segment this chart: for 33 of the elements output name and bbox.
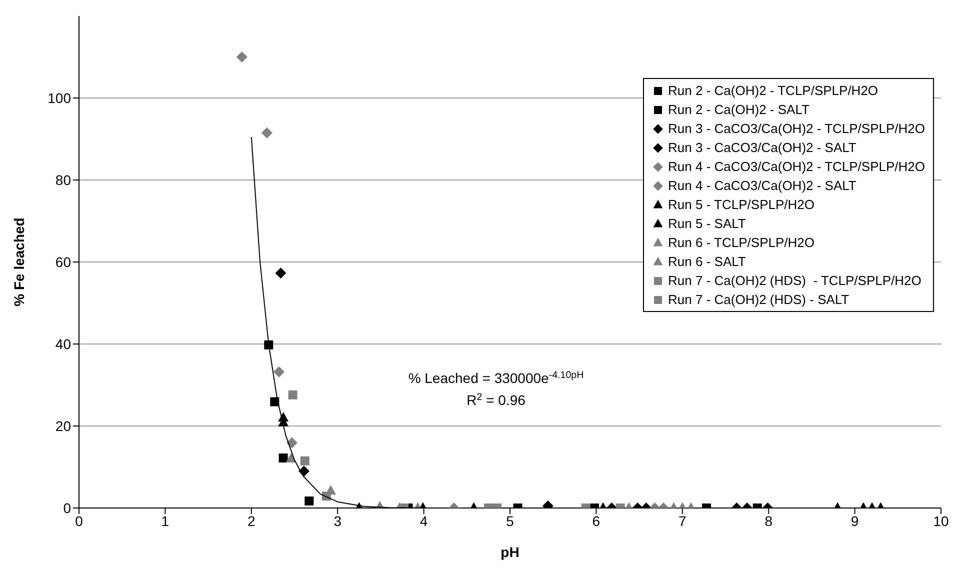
- legend-label: Run 2 - Ca(OH)2 - SALT: [668, 102, 810, 117]
- x-tick-label: 9: [850, 512, 859, 529]
- y-axis-title: % Fe leached: [10, 218, 27, 306]
- x-tick-label: 4: [420, 512, 428, 529]
- legend-label: Run 2 - Ca(OH)2 - TCLP/SPLP/H2O: [668, 83, 878, 98]
- annotation: R$^{2}$ = 0.96: [466, 392, 526, 408]
- x-tick-label: 6: [592, 512, 600, 529]
- legend-label: Run 6 - TCLP/SPLP/H2O: [668, 235, 814, 250]
- y-tick-label: 40: [55, 336, 72, 352]
- x-tick-label: 3: [334, 512, 342, 529]
- legend-label: Run 6 - SALT: [668, 254, 746, 269]
- y-tick-label: 20: [55, 418, 72, 434]
- x-tick-label: 2: [248, 512, 256, 529]
- legend-label: Run 7 - Ca(OH)2 (HDS) - SALT: [668, 292, 850, 307]
- x-tick-label: 7: [678, 512, 686, 529]
- legend-label: Run 7 - Ca(OH)2 (HDS) - TCLP/SPLP/H2O: [668, 273, 922, 288]
- y-tick-label: 0: [63, 500, 72, 516]
- legend-label: Run 4 - CaCO3/Ca(OH)2 - SALT: [668, 178, 856, 193]
- y-tick-label: 100: [48, 90, 72, 106]
- y-tick-label: 60: [55, 254, 72, 270]
- x-tick-label: 1: [161, 512, 170, 529]
- legend-label: Run 4 - CaCO3/Ca(OH)2 - TCLP/SPLP/H2O: [668, 159, 925, 174]
- x-tick-label: 5: [506, 512, 514, 529]
- x-axis-title: pH: [500, 544, 520, 560]
- legend-label: Run 3 - CaCO3/Ca(OH)2 - SALT: [668, 140, 856, 155]
- x-tick-label: 10: [933, 512, 949, 529]
- legend-label: Run 3 - CaCO3/Ca(OH)2 - TCLP/SPLP/H2O: [668, 121, 925, 136]
- legend-label: Run 5 - SALT: [668, 216, 746, 231]
- legend-label: Run 5 - TCLP/SPLP/H2O: [668, 197, 814, 212]
- x-tick-label: 8: [764, 512, 773, 529]
- x-tick-label: 0: [75, 512, 84, 529]
- y-tick-label: 80: [55, 172, 72, 188]
- annotation: % Leached = 330000e$^{-4.10pH}$: [408, 370, 584, 386]
